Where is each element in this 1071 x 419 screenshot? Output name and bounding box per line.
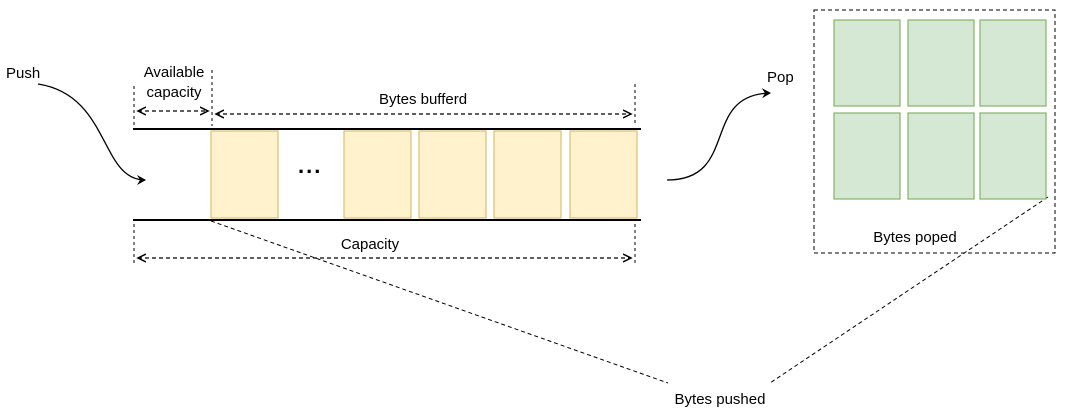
capacity-label: Capacity (340, 236, 400, 253)
bytes-pushed-label: Bytes pushed (674, 391, 766, 408)
popped-block (979, 19, 1047, 107)
push-label: Push (6, 65, 41, 82)
popped-block (833, 112, 901, 200)
pop-label: Pop (767, 69, 794, 86)
popped-block (979, 112, 1047, 200)
buffer-block (343, 130, 412, 219)
available-capacity-label-line2: capacity (146, 84, 202, 101)
buffer-block (210, 130, 279, 219)
bytes-pushed-line-left (210, 220, 669, 384)
push-arrow (37, 83, 146, 185)
pop-arrow (666, 88, 771, 181)
bytes-buffered-label: Bytes bufferd (378, 91, 468, 108)
bytes-pushed-line-right (769, 196, 1049, 384)
available-capacity-label-line1: Available (143, 64, 205, 81)
buffer-ellipsis: ... (298, 153, 323, 178)
popped-block (833, 19, 901, 107)
buffer-block (493, 130, 562, 219)
popped-block (907, 112, 975, 200)
popped-block (907, 19, 975, 107)
buffer-block (569, 130, 638, 219)
bytes-popped-label: Bytes poped (873, 229, 957, 246)
popped-container (813, 9, 1056, 254)
buffer-block (418, 130, 487, 219)
